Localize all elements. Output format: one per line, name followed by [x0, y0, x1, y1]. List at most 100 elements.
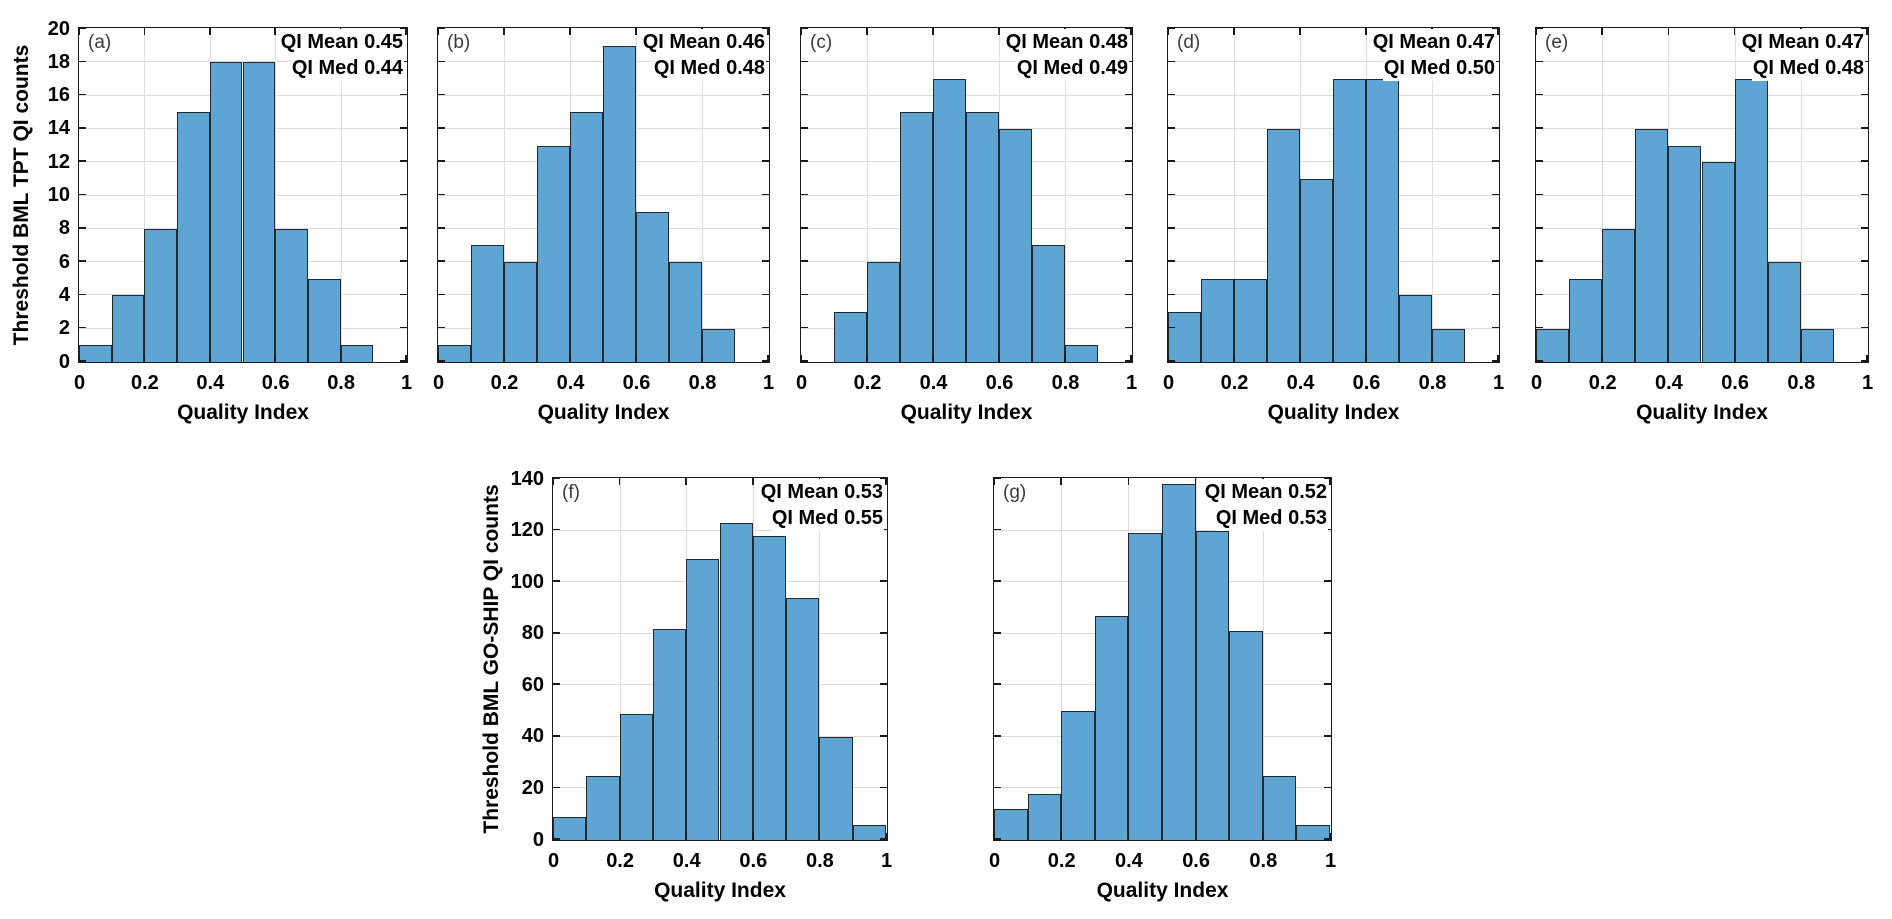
y-tick-mark — [801, 93, 808, 96]
histogram-bar — [1333, 78, 1366, 362]
y-tick-mark — [880, 477, 887, 479]
x-tick-mark — [1733, 28, 1736, 35]
x-tick-mark — [503, 355, 505, 362]
histogram-bar — [999, 128, 1032, 362]
qi-stats-annotation: QI Mean 0.47 QI Med 0.48 — [1740, 29, 1865, 81]
x-tick-label: 0.4 — [672, 850, 701, 872]
x-tick-mark — [818, 833, 821, 840]
y-tick-mark — [79, 293, 86, 296]
y-tick-mark — [994, 735, 1001, 737]
x-tick-mark — [885, 833, 887, 840]
histogram-bar — [702, 328, 735, 362]
y-tick-mark — [553, 631, 560, 634]
y-tick-mark — [1861, 260, 1868, 262]
y-tick-mark — [1492, 227, 1499, 229]
x-tick-mark — [1299, 28, 1301, 35]
y-tick-mark — [400, 227, 407, 229]
x-tick-mark — [552, 478, 554, 485]
x-tick-mark — [1194, 833, 1197, 840]
panel-letter: (e) — [1545, 32, 1569, 53]
y-tick-mark — [1125, 27, 1132, 29]
x-tick-label: 0.6 — [739, 850, 768, 872]
y-tick-mark — [79, 326, 86, 329]
y-tick-label: 0 — [532, 828, 544, 851]
y-tick-mark — [994, 528, 1001, 531]
y-tick-mark — [1324, 838, 1331, 840]
histogram-bar — [209, 62, 243, 362]
x-tick-label: 1 — [400, 372, 413, 394]
histogram-bar — [1296, 824, 1330, 840]
histogram-bar — [1168, 312, 1201, 362]
qi-stat-row: QI Med 0.55 — [760, 505, 884, 531]
histogram-bar — [1128, 533, 1162, 840]
y-tick-mark — [762, 326, 769, 329]
qi-stat-line: QI Med 0.53 — [1214, 505, 1328, 531]
x-axis-label: Quality Index — [654, 879, 786, 902]
x-tick-label: 0.2 — [606, 850, 634, 872]
y-tick-mark — [553, 786, 560, 789]
v-gridline — [504, 28, 505, 362]
y-tick-mark — [1125, 293, 1132, 296]
x-tick-mark — [1497, 28, 1499, 35]
y-tick-mark — [79, 260, 86, 262]
x-tick-label: 0 — [795, 372, 808, 394]
y-tick-mark — [400, 260, 407, 262]
h-gridline — [1168, 61, 1499, 63]
x-tick-mark — [1127, 478, 1130, 485]
y-tick-mark — [1125, 193, 1132, 196]
v-gridline — [1262, 478, 1264, 840]
y-tick-mark — [1492, 127, 1499, 129]
plot-axes: (e) QI Mean 0.47 QI Med 0.48 — [1535, 27, 1869, 363]
x-tick-label: 0.8 — [1418, 372, 1447, 394]
y-tick-label: 100 — [510, 570, 544, 593]
y-tick-mark — [1861, 360, 1868, 362]
x-tick-mark — [405, 355, 407, 362]
histogram-bar — [900, 112, 933, 362]
x-tick-mark — [1497, 355, 1499, 362]
y-tick-mark — [994, 631, 1001, 634]
x-tick-mark — [800, 355, 802, 362]
x-tick-label: 0 — [547, 850, 560, 872]
histogram-bar — [1032, 245, 1065, 362]
y-tick-mark — [880, 838, 887, 840]
x-tick-mark — [767, 28, 769, 35]
histogram-bar — [867, 262, 900, 362]
x-tick-label: 0.2 — [1047, 850, 1076, 872]
x-tick-mark — [437, 355, 439, 362]
y-tick-label: 60 — [521, 673, 544, 696]
y-tick-mark — [1861, 326, 1868, 329]
histogram-bar — [1432, 328, 1465, 362]
qi-stats-annotation: QI Mean 0.52 QI Med 0.53 — [1203, 479, 1328, 531]
histogram-bar — [307, 278, 341, 362]
qi-stats-annotation: QI Mean 0.46 QI Med 0.48 — [641, 29, 766, 81]
x-tick-mark — [1866, 355, 1868, 362]
histogram-bar — [438, 345, 471, 362]
qi-stat-line: QI Mean 0.47 — [1740, 29, 1865, 55]
x-tick-mark — [209, 355, 211, 362]
histogram-bar — [1800, 328, 1834, 362]
histogram-bar — [1569, 278, 1603, 362]
y-tick-mark — [1492, 326, 1499, 329]
x-tick-label: 1 — [762, 372, 775, 394]
y-tick-mark — [994, 786, 1001, 789]
plot-axes: (b) QI Mean 0.46 QI Med 0.48 — [437, 27, 770, 363]
histogram-bar — [553, 816, 587, 840]
y-tick-mark — [1168, 227, 1175, 229]
histogram-bar — [752, 535, 787, 840]
plot-axes: (d) QI Mean 0.47 QI Med 0.50 — [1167, 27, 1500, 363]
x-tick-mark — [569, 28, 571, 35]
y-tick-mark — [1536, 227, 1543, 229]
h-gridline — [801, 94, 1132, 96]
y-tick-mark — [762, 93, 769, 96]
y-tick-mark — [1324, 683, 1331, 686]
v-gridline — [1800, 28, 1802, 362]
qi-stat-row: QI Med 0.53 — [1204, 505, 1328, 531]
y-tick-mark — [553, 477, 560, 479]
y-tick-mark — [438, 260, 445, 262]
qi-stat-row: QI Med 0.48 — [1741, 55, 1865, 81]
histogram-bar — [669, 262, 702, 362]
qi-stats-annotation: QI Mean 0.53 QI Med 0.55 — [759, 479, 884, 531]
x-tick-mark — [993, 833, 995, 840]
y-tick-mark — [553, 580, 560, 582]
plot-axes: (g) QI Mean 0.52 QI Med 0.53 — [993, 477, 1332, 841]
